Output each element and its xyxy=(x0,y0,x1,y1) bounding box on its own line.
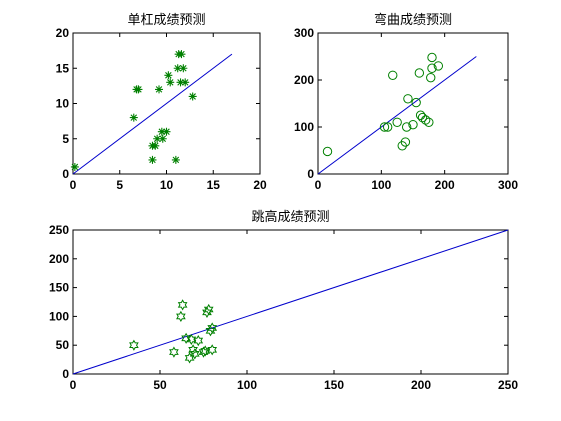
y-tick-label: 100 xyxy=(49,309,69,323)
data-point xyxy=(424,117,434,128)
data-point xyxy=(198,346,209,358)
x-tick-label: 100 xyxy=(371,178,391,192)
y-tick-label: 0 xyxy=(307,167,314,181)
chart-1: 单杠成绩预测 0 5 10 15 20 0 5 10 15 20 xyxy=(56,12,267,192)
y-tick-label: 250 xyxy=(49,223,69,237)
data-point xyxy=(202,306,212,318)
chart-3: 跳高成绩预测 0 50 100 150 200 250 0 50 100 150 200 250 xyxy=(49,209,518,392)
x-tick-label: 0 xyxy=(70,378,77,392)
x-tick-label: 300 xyxy=(498,178,518,192)
fit-line xyxy=(72,53,233,175)
data-point xyxy=(153,134,162,143)
data-point xyxy=(420,115,431,125)
data-point xyxy=(173,64,182,73)
data-point xyxy=(207,344,218,356)
x-tick-label: 100 xyxy=(237,378,257,392)
y-tick-label: 200 xyxy=(49,252,69,266)
y-tick-label: 100 xyxy=(294,120,314,134)
x-tick-label: 10 xyxy=(160,178,174,192)
data-point xyxy=(186,333,197,346)
data-point xyxy=(426,72,436,83)
chart-title: 跳高成绩预测 xyxy=(251,209,329,225)
data-point xyxy=(181,78,190,87)
data-point xyxy=(171,155,180,164)
data-point xyxy=(184,352,195,364)
data-point xyxy=(162,127,171,136)
y-tick-label: 200 xyxy=(294,73,314,87)
data-point xyxy=(414,68,425,78)
data-point xyxy=(408,119,418,130)
data-point xyxy=(322,146,333,157)
data-point xyxy=(176,310,186,322)
fit-line xyxy=(72,229,509,375)
data-point xyxy=(177,299,188,311)
chart-title: 弯曲成绩预测 xyxy=(374,12,452,28)
data-point xyxy=(129,339,139,351)
data-point xyxy=(207,322,218,334)
data-point xyxy=(155,85,164,94)
x-tick-label: 200 xyxy=(411,378,431,392)
data-point xyxy=(177,50,186,59)
y-tick-label: 10 xyxy=(56,97,70,111)
y-tick-label: 50 xyxy=(56,338,70,352)
y-tick-label: 150 xyxy=(49,281,69,295)
chart-2: 弯曲成绩预测 0 100 200 300 0 100 200 300 xyxy=(294,12,518,192)
data-point xyxy=(203,303,214,316)
axes-frame xyxy=(317,32,509,175)
data-point xyxy=(382,122,393,132)
chart-title: 单杠成绩预测 xyxy=(127,12,205,28)
y-tick-label: 300 xyxy=(294,26,314,40)
data-point xyxy=(188,92,197,101)
y-tick-label: 20 xyxy=(56,26,70,40)
data-point xyxy=(427,52,437,63)
data-point xyxy=(415,110,426,120)
data-point xyxy=(166,78,175,87)
y-tick-label: 0 xyxy=(62,367,69,381)
data-point xyxy=(400,137,411,147)
axes-frame xyxy=(72,229,509,375)
data-point xyxy=(188,344,198,356)
data-point xyxy=(129,113,138,122)
data-point xyxy=(169,346,179,358)
data-point xyxy=(148,155,157,164)
data-point xyxy=(379,122,390,132)
data-point xyxy=(164,71,173,80)
x-tick-label: 200 xyxy=(435,178,455,192)
data-point xyxy=(417,112,428,123)
x-tick-label: 150 xyxy=(324,378,344,392)
y-tick-label: 15 xyxy=(56,61,70,75)
data-point xyxy=(411,97,421,108)
data-point xyxy=(134,85,143,94)
x-tick-label: 0 xyxy=(315,178,322,192)
data-point xyxy=(157,127,166,136)
data-point xyxy=(179,64,188,73)
data-point xyxy=(427,63,437,73)
x-tick-label: 0 xyxy=(70,178,77,192)
data-point xyxy=(403,94,413,104)
data-point xyxy=(189,348,200,360)
data-point xyxy=(433,61,444,71)
data-point xyxy=(158,134,167,143)
data-point xyxy=(70,162,79,171)
x-tick-label: 5 xyxy=(116,178,123,192)
data-point xyxy=(388,70,398,81)
data-point xyxy=(151,141,160,150)
data-point xyxy=(205,325,216,337)
data-point xyxy=(401,122,412,132)
fit-line xyxy=(317,56,477,175)
data-point xyxy=(392,117,402,128)
y-tick-label: 0 xyxy=(62,167,69,181)
x-tick-label: 20 xyxy=(253,178,267,192)
y-tick-label: 5 xyxy=(62,132,69,146)
x-tick-label: 250 xyxy=(498,378,518,392)
data-point xyxy=(176,78,185,87)
x-tick-label: 50 xyxy=(153,378,167,392)
x-tick-label: 15 xyxy=(207,178,221,192)
data-point xyxy=(193,334,204,347)
